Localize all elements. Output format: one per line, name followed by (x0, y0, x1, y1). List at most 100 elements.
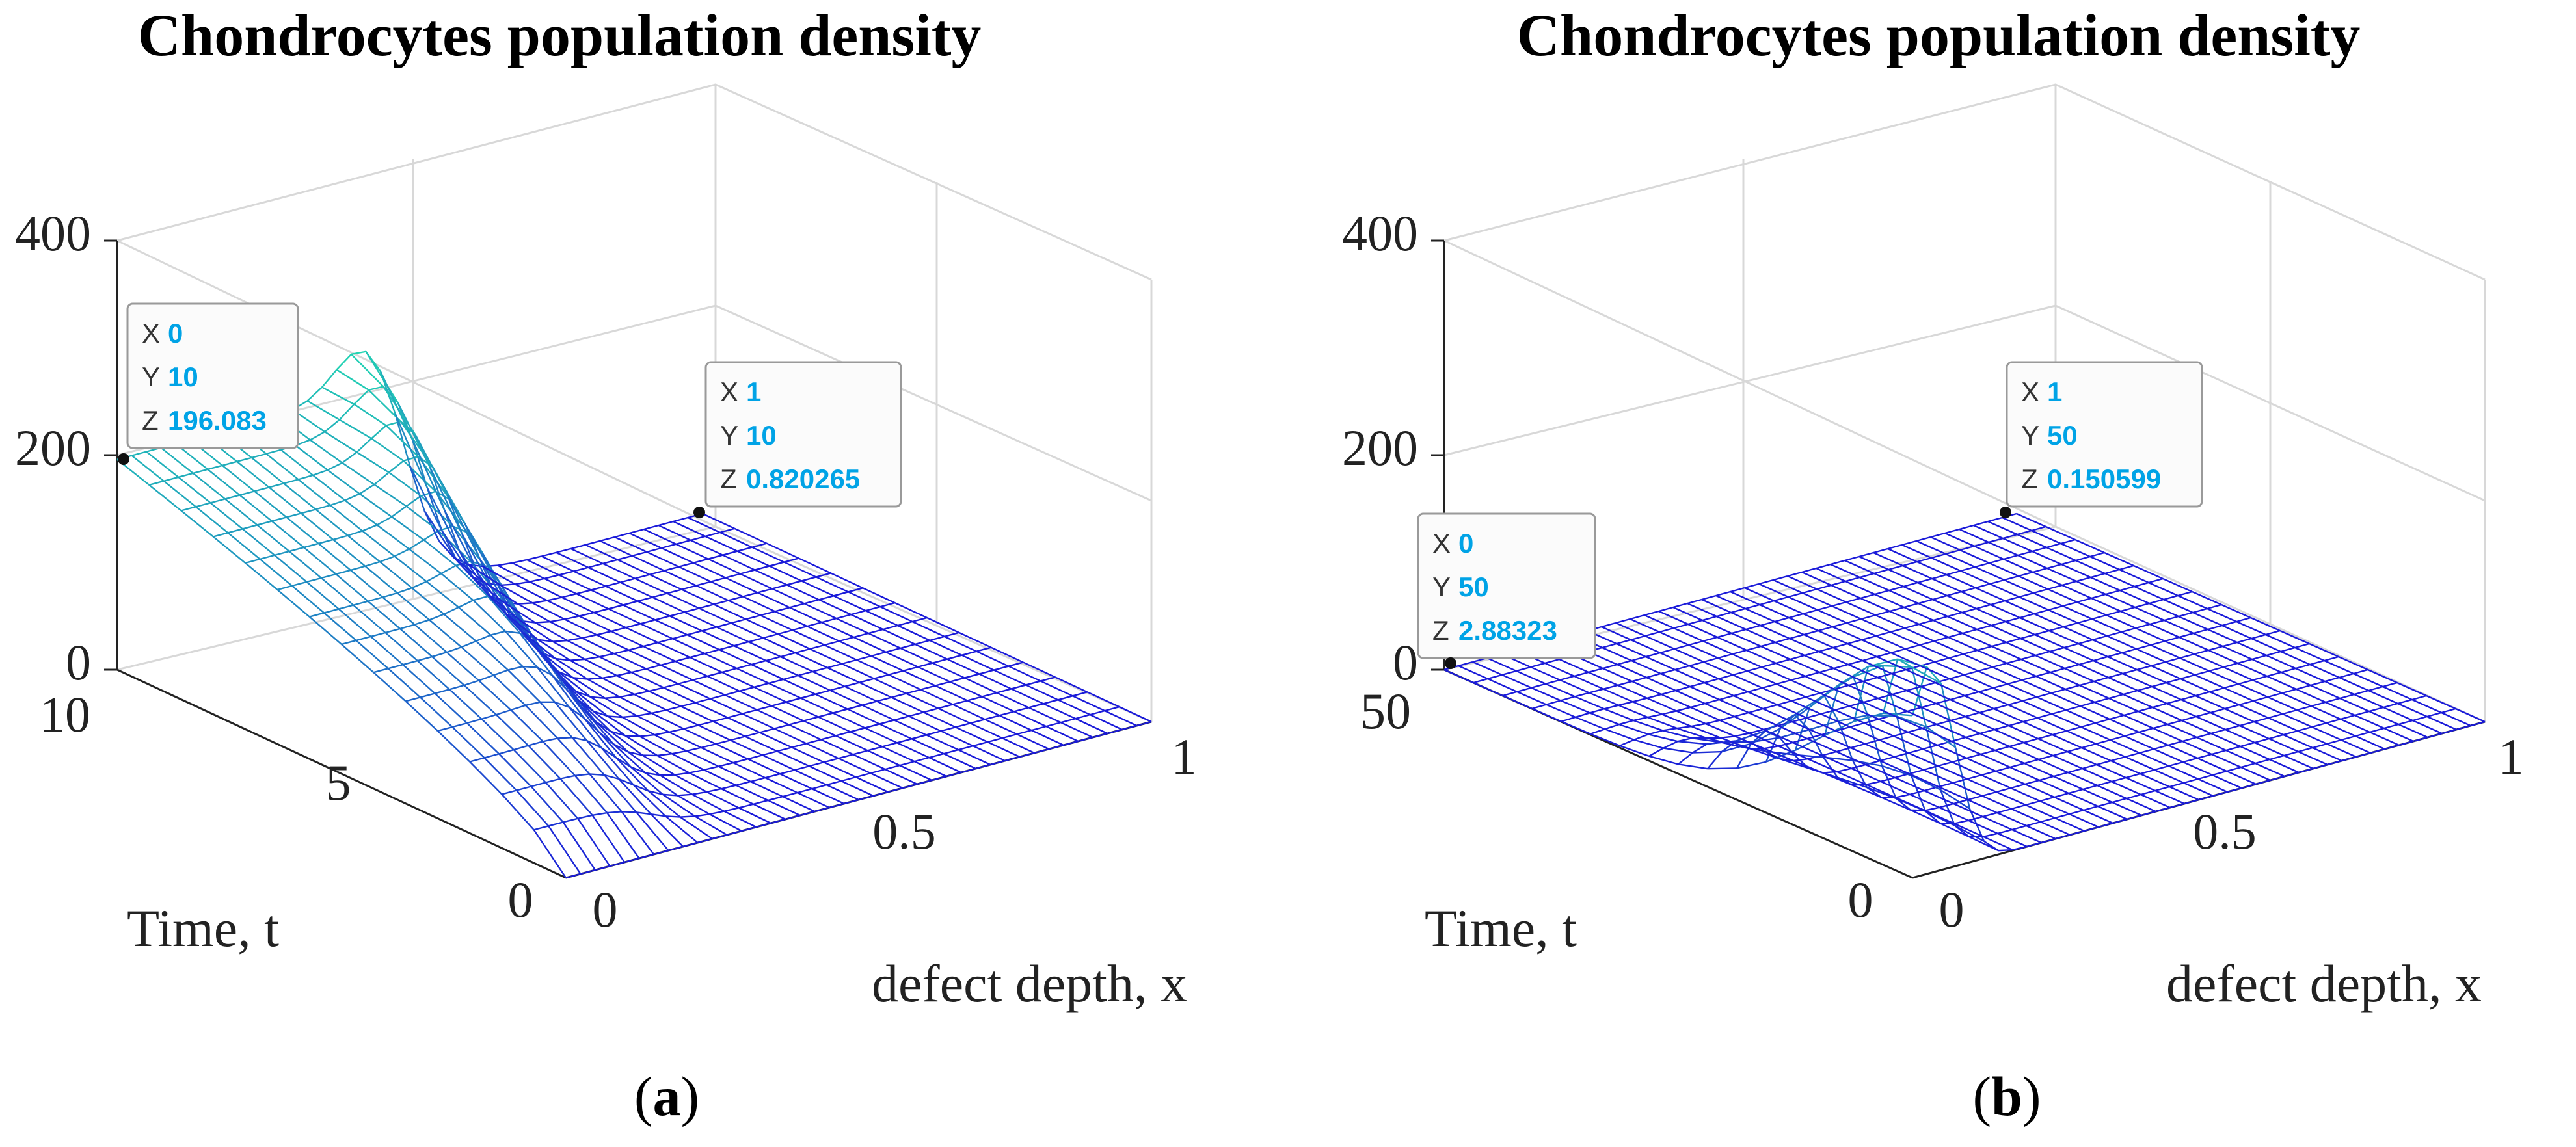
surface-mesh-line (1881, 765, 1912, 776)
surface-mesh-line (798, 557, 831, 574)
surface-mesh-line (1630, 635, 1646, 641)
surface-mesh-line (435, 689, 450, 694)
surface-mesh-line (2024, 779, 2040, 785)
surface-mesh-line (745, 614, 761, 620)
surface-mesh-line (1589, 708, 1605, 714)
surface-mesh-line (914, 756, 930, 763)
surface-mesh-line (1968, 815, 1983, 821)
surface-mesh-line (824, 758, 839, 763)
surface-mesh-line (1946, 594, 1977, 610)
datatip-a-left[interactable]: X 0 Y 10 Z 196.083 (118, 302, 299, 465)
surface-mesh-line (923, 707, 939, 713)
caption-open: ( (634, 1065, 653, 1127)
surface-mesh-line (789, 607, 822, 624)
surface-mesh-line (1078, 736, 1093, 743)
surface-mesh-line (148, 480, 165, 486)
datatip-a-right[interactable]: X 1 Y 10 Z 0.820265 (693, 361, 902, 518)
surface-mesh-line (2011, 824, 2027, 831)
surface-mesh-line (2284, 771, 2300, 778)
surface-mesh-line (2080, 701, 2095, 707)
surface-mesh-line (908, 715, 941, 732)
surface-mesh-line (298, 474, 314, 481)
surface-mesh-line (2022, 700, 2052, 715)
surface-mesh-line (2060, 538, 2076, 545)
surface-mesh-line (426, 573, 442, 583)
surface-mesh-line (1803, 629, 1819, 636)
surface-mesh-line (812, 670, 846, 687)
surface-mesh-line (1816, 584, 1832, 590)
surface-mesh-line (885, 769, 918, 785)
surface-mesh-line (645, 668, 679, 685)
surface-mesh-line (762, 637, 796, 654)
surface-mesh-line (680, 816, 713, 839)
surface-mesh-line (1996, 811, 2027, 827)
surface-mesh-line (701, 630, 734, 647)
surface-mesh-line (853, 750, 868, 756)
surface-mesh-line (1931, 557, 1961, 572)
surface-mesh-line (2051, 709, 2067, 715)
surface-mesh-line (1924, 806, 1940, 811)
surface-mesh-line (522, 665, 538, 668)
surface-mesh-line (1873, 568, 1889, 575)
surface-mesh-line (887, 787, 903, 793)
surface-mesh-line (1845, 580, 1875, 596)
surface-mesh-line (663, 683, 678, 689)
surface-mesh-line (2082, 767, 2112, 783)
surface-mesh-line (784, 557, 799, 563)
surface-mesh-line (1057, 699, 1091, 716)
surface-mesh-line (2164, 619, 2194, 635)
surface-mesh-line (470, 575, 504, 603)
surface-mesh-line (2032, 550, 2062, 566)
surface-mesh-line (511, 562, 545, 579)
surface-mesh-line (882, 628, 916, 645)
surface-mesh-line (2298, 767, 2314, 774)
surface-mesh-line (1953, 798, 1968, 805)
datatip-b-left[interactable]: X 0 Y 50 Z 2.88323 (1417, 512, 1596, 669)
datatip-marker (1445, 657, 1456, 669)
surface-mesh-line (2309, 642, 2339, 658)
surface-mesh-line (556, 547, 571, 553)
surface-mesh-line (2031, 525, 2046, 532)
surface-mesh-line (1658, 606, 1674, 613)
datatip-b-right[interactable]: X 1 Y 50 Z 0.150599 (2000, 361, 2203, 518)
surface-mesh-line (2003, 554, 2019, 560)
surface-mesh-line (2048, 609, 2078, 624)
surface-mesh-line (382, 592, 398, 598)
surface-mesh-line (839, 636, 854, 642)
surface-mesh-line (585, 540, 600, 546)
surface-mesh-line (891, 692, 907, 698)
surface-mesh-line (859, 678, 874, 683)
surface-mesh-line (1933, 640, 1964, 655)
surface-mesh-line (1043, 699, 1058, 705)
surface-mesh-line (1731, 628, 1747, 635)
surface-mesh-line (342, 462, 375, 486)
surface-mesh-line (628, 751, 643, 756)
surface-mesh-line (879, 606, 913, 623)
surface-mesh-line (2296, 684, 2311, 691)
surface-mesh-line (1734, 711, 1749, 718)
surface-mesh-line (1979, 728, 1995, 735)
surface-mesh-line (1531, 704, 1547, 709)
surface-mesh-line (649, 570, 665, 575)
surface-mesh-line (747, 758, 781, 775)
surface-mesh-line (616, 671, 632, 677)
surface-mesh-line (876, 696, 892, 702)
surface-mesh-line (2294, 646, 2325, 662)
surface-mesh-line (786, 701, 819, 718)
surface-mesh-line (1864, 718, 1879, 724)
surface-mesh-line (1932, 594, 1948, 601)
surface-mesh-line (766, 655, 781, 662)
surface-mesh-line (2112, 818, 2128, 824)
surface-mesh-line (2079, 680, 2095, 687)
surface-mesh-line (917, 662, 933, 668)
surface-mesh-line (698, 720, 714, 726)
surface-mesh-line (1876, 655, 1907, 671)
surface-mesh-line (2039, 800, 2070, 815)
surface-mesh-line (2296, 688, 2326, 704)
surface-mesh-line (1902, 560, 1918, 567)
surface-mesh-line (2047, 584, 2063, 590)
surface-mesh-line (928, 752, 945, 759)
surface-mesh-line (2180, 694, 2196, 701)
surface-mesh-line (2268, 713, 2283, 719)
surface-mesh-line (382, 596, 416, 626)
